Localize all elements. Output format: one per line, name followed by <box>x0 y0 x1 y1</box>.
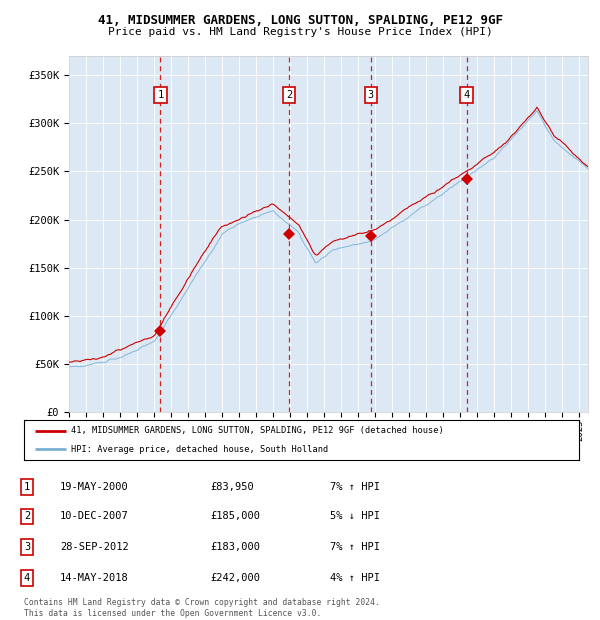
Text: 7% ↑ HPI: 7% ↑ HPI <box>330 482 380 492</box>
Text: 7% ↑ HPI: 7% ↑ HPI <box>330 542 380 552</box>
Text: 19-MAY-2000: 19-MAY-2000 <box>60 482 129 492</box>
Text: Contains HM Land Registry data © Crown copyright and database right 2024.
This d: Contains HM Land Registry data © Crown c… <box>24 598 380 618</box>
Text: 5% ↓ HPI: 5% ↓ HPI <box>330 512 380 521</box>
Text: 4: 4 <box>464 90 470 100</box>
Text: £83,950: £83,950 <box>210 482 254 492</box>
Text: £183,000: £183,000 <box>210 542 260 552</box>
Text: 10-DEC-2007: 10-DEC-2007 <box>60 512 129 521</box>
Text: £185,000: £185,000 <box>210 512 260 521</box>
Text: 28-SEP-2012: 28-SEP-2012 <box>60 542 129 552</box>
Text: 41, MIDSUMMER GARDENS, LONG SUTTON, SPALDING, PE12 9GF (detached house): 41, MIDSUMMER GARDENS, LONG SUTTON, SPAL… <box>71 426 444 435</box>
Text: 4: 4 <box>24 573 30 583</box>
Text: 3: 3 <box>368 90 374 100</box>
Text: Price paid vs. HM Land Registry's House Price Index (HPI): Price paid vs. HM Land Registry's House … <box>107 27 493 37</box>
Text: £242,000: £242,000 <box>210 573 260 583</box>
Text: 1: 1 <box>157 90 164 100</box>
Text: 1: 1 <box>24 482 30 492</box>
Text: 3: 3 <box>24 542 30 552</box>
Text: 4% ↑ HPI: 4% ↑ HPI <box>330 573 380 583</box>
Text: 41, MIDSUMMER GARDENS, LONG SUTTON, SPALDING, PE12 9GF: 41, MIDSUMMER GARDENS, LONG SUTTON, SPAL… <box>97 14 503 27</box>
Text: 14-MAY-2018: 14-MAY-2018 <box>60 573 129 583</box>
Text: HPI: Average price, detached house, South Holland: HPI: Average price, detached house, Sout… <box>71 445 328 454</box>
Text: 2: 2 <box>286 90 292 100</box>
Text: 2: 2 <box>24 512 30 521</box>
